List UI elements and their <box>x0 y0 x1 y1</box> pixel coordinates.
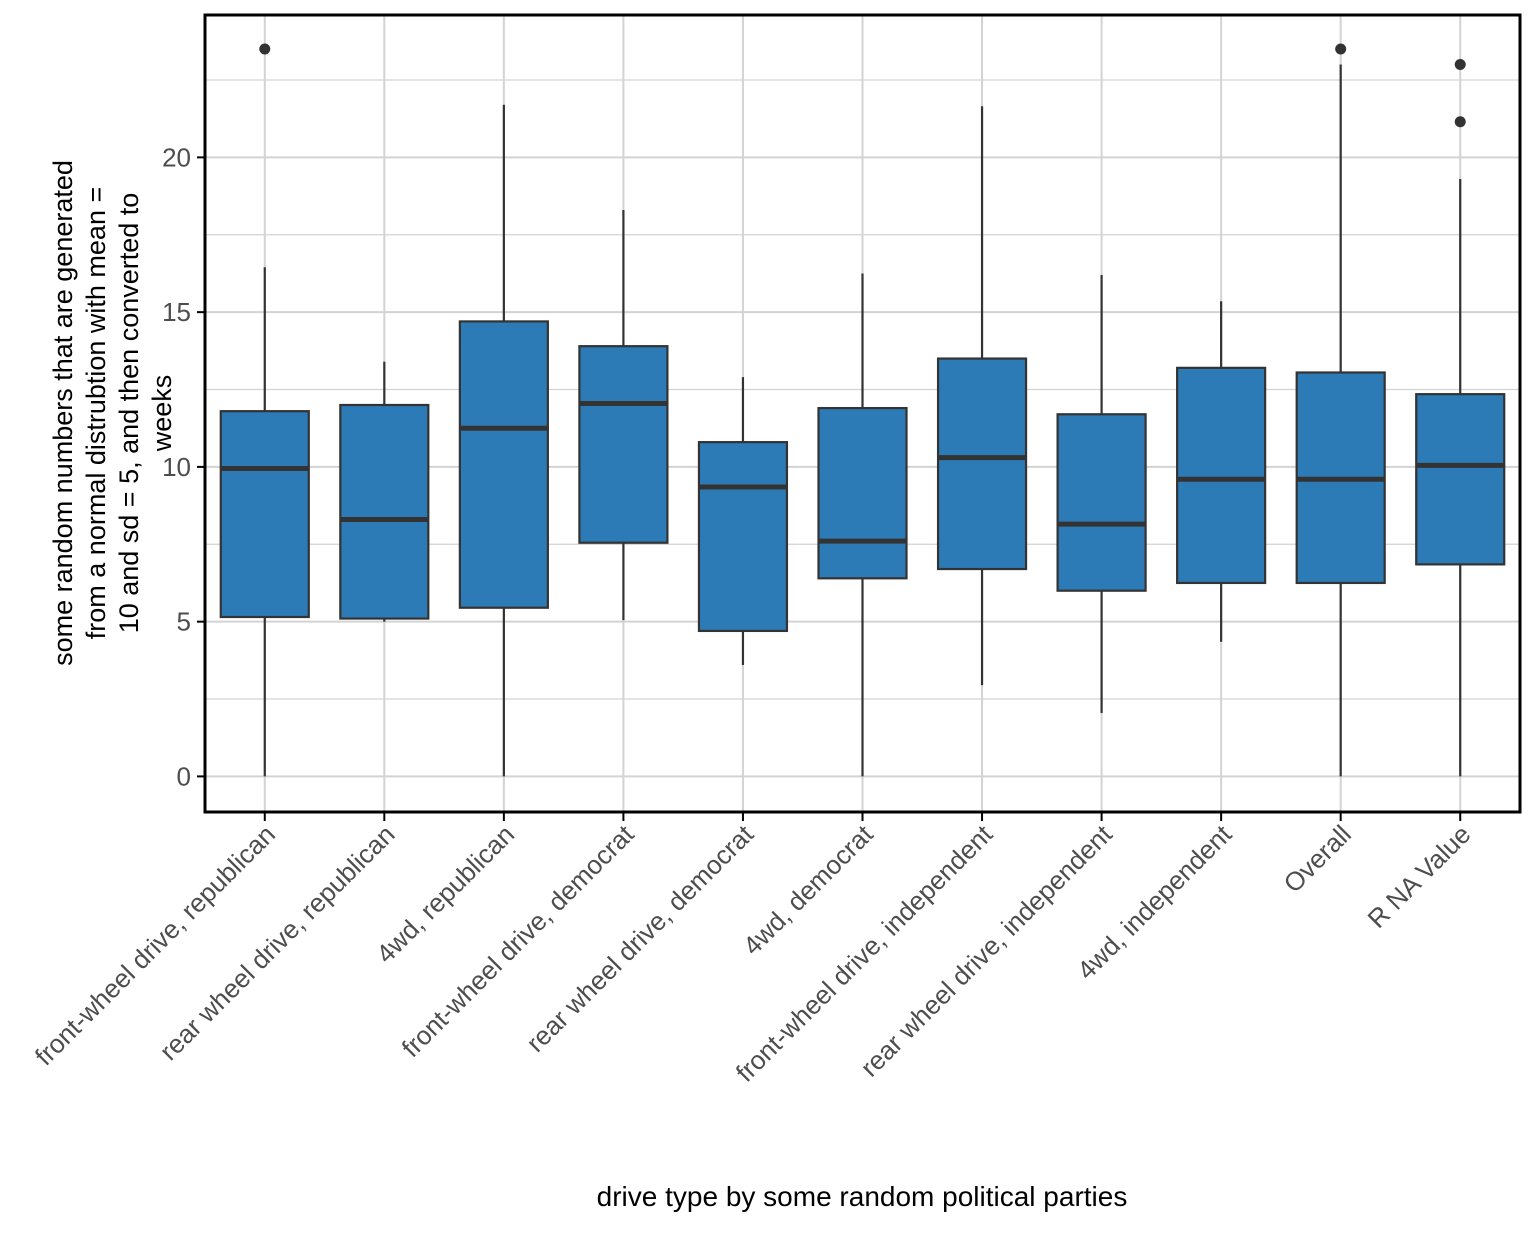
box-group <box>817 273 908 777</box>
box-group <box>1415 59 1506 777</box>
box-iqr <box>578 345 669 544</box>
y-axis-title-line: from a normal distrubtion with mean = <box>81 187 111 639</box>
outlier-point <box>1454 116 1466 128</box>
box-iqr <box>1056 413 1147 592</box>
outlier-point <box>259 43 271 55</box>
box-iqr <box>817 406 908 580</box>
y-tick-label: 20 <box>162 142 191 172</box>
y-axis-title: some random numbers that are generated fr… <box>48 160 177 666</box>
box-iqr <box>1415 393 1506 566</box>
box-iqr <box>339 403 430 620</box>
box-layer <box>219 43 1506 777</box>
box-group <box>936 106 1028 686</box>
box-group <box>458 104 549 777</box>
box-iqr <box>697 441 789 633</box>
box-group <box>339 361 430 622</box>
box-iqr <box>219 410 310 619</box>
y-axis-title-line: weeks <box>147 375 177 453</box>
box-group <box>697 377 789 665</box>
box-group <box>219 43 310 777</box>
box-group <box>578 209 669 621</box>
y-tick-label: 0 <box>177 761 191 791</box>
box-iqr <box>936 357 1028 571</box>
outlier-point <box>1454 59 1466 71</box>
box-group <box>1056 274 1147 713</box>
y-tick-label: 15 <box>162 297 191 327</box>
y-tick-label: 5 <box>177 607 191 637</box>
box-iqr <box>458 320 549 609</box>
y-tick-label: 10 <box>162 452 191 482</box>
box-group <box>1295 43 1386 777</box>
x-axis-title: drive type by some random political part… <box>597 1181 1128 1212</box>
outlier-point <box>1335 43 1347 55</box>
box-iqr <box>1176 366 1267 585</box>
y-axis-title-line: some random numbers that are generated <box>48 160 78 666</box>
y-axis-title-line: 10 and sd = 5, and then converted to <box>114 193 144 634</box>
box-group <box>1176 301 1267 642</box>
